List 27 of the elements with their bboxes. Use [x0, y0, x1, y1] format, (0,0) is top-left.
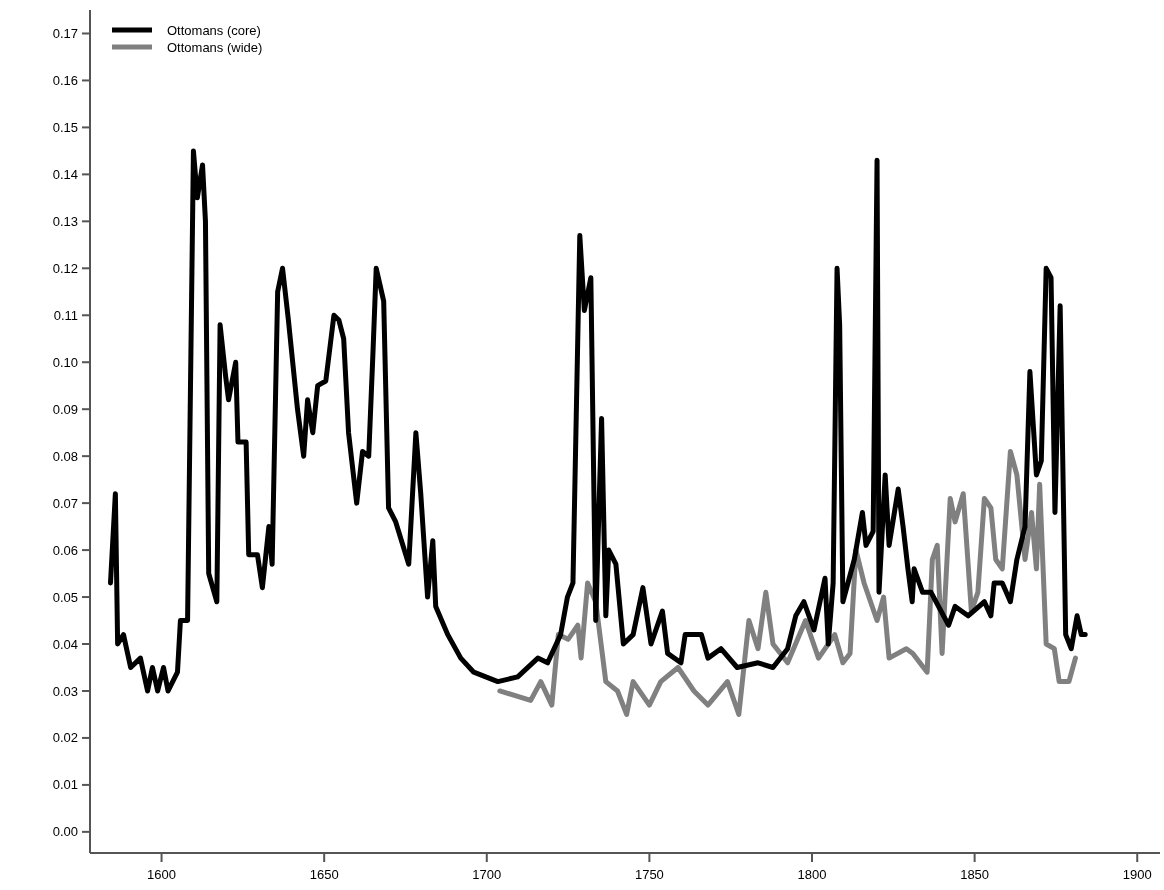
y-tick-label: 0.14 — [52, 166, 78, 182]
legend-label: Ottomans (core) — [167, 22, 261, 38]
y-tick-label: 0.15 — [52, 119, 78, 135]
y-tick-label: 0.04 — [52, 636, 78, 652]
y-tick-label: 0.00 — [52, 824, 78, 840]
y-tick-label: 0.12 — [52, 260, 78, 276]
y-tick-label: 0.07 — [52, 495, 78, 511]
y-tick-label: 0.17 — [52, 26, 78, 42]
y-tick-label: 0.13 — [52, 213, 78, 229]
y-tick-label: 0.02 — [52, 730, 78, 746]
y-tick-label: 0.03 — [52, 683, 78, 699]
x-tick-label: 1750 — [634, 867, 664, 882]
x-tick-label: 1700 — [472, 867, 502, 882]
y-tick-label: 0.08 — [52, 448, 78, 464]
x-tick-label: 1600 — [147, 867, 177, 882]
y-tick-label: 0.06 — [52, 542, 78, 558]
x-tick-label: 1850 — [960, 867, 990, 882]
y-tick-label: 0.01 — [52, 777, 78, 793]
x-tick-label: 1900 — [1122, 867, 1152, 882]
y-tick-label: 0.09 — [52, 401, 78, 417]
x-tick-label: 1800 — [797, 867, 827, 882]
legend-label: Ottomans (wide) — [167, 39, 263, 55]
x-tick-label: 1650 — [309, 867, 339, 882]
y-tick-label: 0.11 — [53, 307, 78, 323]
y-tick-label: 0.16 — [52, 73, 78, 88]
y-tick-label: 0.10 — [52, 354, 78, 370]
y-tick-label: 0.05 — [52, 589, 78, 605]
